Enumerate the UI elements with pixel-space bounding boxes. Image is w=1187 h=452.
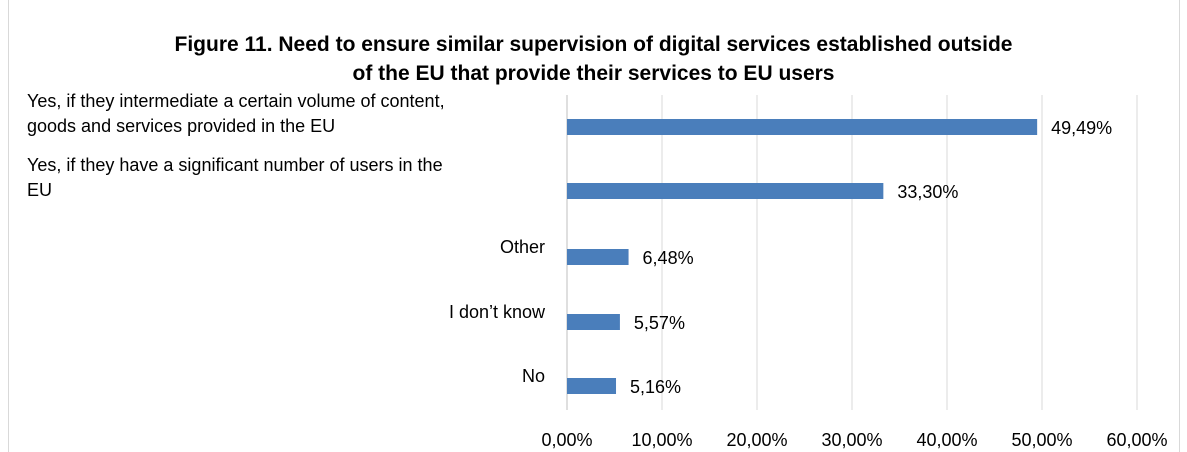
chart-title: Figure 11. Need to ensure similar superv… xyxy=(0,30,1187,88)
category-label-3: I don’t know xyxy=(449,302,546,322)
bar-3 xyxy=(567,314,620,330)
x-tick-labels: 0,00% 10,00% 20,00% 30,00% 40,00% 50,00% 60,00… xyxy=(541,430,1167,450)
category-label-4: No xyxy=(522,366,545,386)
x-tick-label-6: 60,00% xyxy=(1106,430,1167,450)
value-label-2: 6,48% xyxy=(643,248,694,268)
bars xyxy=(567,119,1038,394)
bar-1 xyxy=(567,183,884,199)
chart-title-line-1: Figure 11. Need to ensure similar superv… xyxy=(174,33,1013,56)
value-label-1: 33,30% xyxy=(897,182,958,202)
category-label-1: Yes, if they have a significant number o… xyxy=(27,155,443,200)
value-label-3: 5,57% xyxy=(634,313,685,333)
chart-frame xyxy=(8,0,1180,452)
value-labels: 49,49% 33,30% 6,48% 5,57% 5,16% xyxy=(630,118,1112,397)
category-label-2: Other xyxy=(500,237,545,257)
category-label-0: Yes, if they intermediate a certain volu… xyxy=(27,91,445,136)
value-label-0: 49,49% xyxy=(1051,118,1112,138)
bar-0 xyxy=(567,119,1038,135)
category-labels: Yes, if they intermediate a certain volu… xyxy=(27,91,546,386)
gridlines xyxy=(566,95,1138,410)
x-tick-label-2: 20,00% xyxy=(726,430,787,450)
bar-4 xyxy=(567,378,617,394)
x-tick-label-3: 30,00% xyxy=(821,430,882,450)
x-tick-label-4: 40,00% xyxy=(916,430,977,450)
x-tick-label-5: 50,00% xyxy=(1011,430,1072,450)
value-label-4: 5,16% xyxy=(630,377,681,397)
chart-title-line-2: of the EU that provide their services to… xyxy=(352,62,835,85)
x-tick-label-0: 0,00% xyxy=(541,430,592,450)
bar-2 xyxy=(567,249,629,265)
x-tick-label-1: 10,00% xyxy=(631,430,692,450)
